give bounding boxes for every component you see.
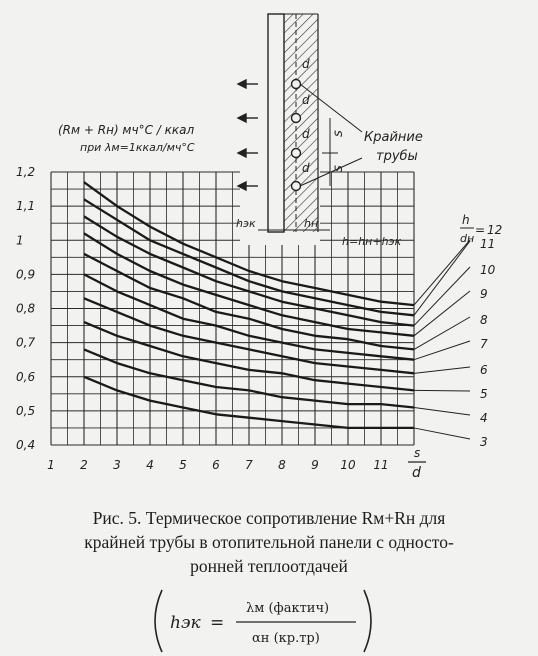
series-label: 12 — [487, 223, 502, 237]
pipe-label-d4: d — [302, 161, 310, 175]
x-tick-label: 6 — [212, 458, 220, 472]
formula-numerator: λм (фактич) — [246, 601, 329, 616]
formula-denominator: αн (кр.тр) — [252, 631, 320, 646]
y-tick-label: 0,5 — [16, 404, 35, 418]
x-tick-label: 1 — [47, 458, 55, 472]
formula-eq: = — [210, 613, 224, 633]
series-label: 3 — [480, 435, 488, 449]
series-label: 9 — [480, 287, 488, 301]
x-tick-label: 11 — [373, 458, 388, 472]
x-axis-label-d: d — [412, 465, 421, 481]
legend-dn: dн — [460, 232, 474, 245]
pipe-label-d3: d — [302, 127, 310, 141]
pipe-label-d2: d — [302, 93, 310, 107]
series-leader — [413, 340, 471, 361]
series-line — [83, 252, 415, 351]
pipes — [290, 78, 302, 192]
series-line — [83, 215, 415, 327]
x-tick-label: 10 — [340, 458, 356, 472]
series-leader — [413, 366, 471, 374]
series-leader — [413, 316, 471, 350]
x-axis-label-s: s — [414, 446, 420, 460]
callout-label-1: Крайние — [364, 130, 423, 145]
formula: hэк = λм (фактич) αн (кр.тр) — [154, 589, 372, 653]
series-line — [83, 321, 415, 392]
series-line — [83, 297, 415, 375]
formula-paren-right — [363, 589, 372, 653]
y-tick-label: 1 — [16, 233, 24, 247]
y-tick-label: 0,7 — [16, 336, 35, 350]
series-label: 6 — [480, 363, 488, 377]
series-line — [83, 181, 415, 307]
legend-h: h — [462, 213, 470, 227]
series-label: 8 — [480, 313, 488, 327]
series-leader — [413, 266, 471, 326]
chart-ticks: 1,2 1,1 1 0,9 0,8 0,7 0,6 0,5 0,4 1 2 3 4 5 6 7 8 9 10 11 — [16, 165, 389, 472]
h-eq-label: h=hн+hэк — [342, 235, 402, 248]
y-tick-label: 0,6 — [16, 370, 35, 384]
caption-line-3: ронней теплоотдачей — [190, 556, 348, 576]
callout-leader-1 — [299, 83, 363, 133]
series-label: 11 — [480, 237, 495, 251]
chart: d d d d s s Крайние трубы hэк hн h=hн+hэ… — [16, 13, 502, 481]
formula-paren-left — [154, 589, 163, 653]
y-axis-title-2: при λм=1ккал/мч°C — [80, 141, 195, 154]
x-tick-label: 8 — [278, 458, 286, 472]
series-line — [83, 375, 414, 430]
series-label: 7 — [480, 337, 488, 351]
series-leader — [413, 427, 471, 440]
x-tick-label: 2 — [80, 458, 88, 472]
callout-label-2: трубы — [376, 149, 418, 164]
h-ek-label: hэк — [236, 217, 256, 230]
series-label: 10 — [480, 263, 496, 277]
x-tick-label: 5 — [179, 458, 187, 472]
series-label: 4 — [480, 411, 488, 425]
chart-series — [83, 181, 471, 440]
wall-hatched — [284, 14, 318, 232]
y-tick-label: 1,2 — [16, 165, 35, 179]
series-leader — [413, 389, 471, 392]
pipe-label-d1: d — [302, 57, 310, 71]
y-tick-label: 0,9 — [16, 267, 35, 281]
series-leader — [413, 239, 471, 306]
h-n-label: hн — [304, 217, 318, 230]
series-line — [83, 348, 415, 409]
caption-line-2: крайней трубы в отопительной панели с од… — [84, 532, 454, 552]
x-tick-label: 3 — [113, 458, 121, 472]
x-tick-label: 4 — [146, 458, 154, 472]
y-tick-label: 0,4 — [16, 438, 35, 452]
legend-eq: = — [475, 223, 485, 237]
y-tick-label: 0,8 — [16, 302, 35, 316]
spacing-label-s1: s — [331, 130, 346, 137]
series-leader — [413, 240, 471, 316]
series-label: 5 — [480, 387, 488, 401]
y-axis-title-1: (Rм + Rн) мч°C / ккал — [58, 123, 194, 137]
series-leader — [413, 290, 471, 337]
series-line — [83, 273, 415, 361]
wall-inner — [267, 13, 285, 233]
series-line — [83, 198, 415, 317]
formula-lhs: hэк — [170, 613, 201, 633]
series-leader — [413, 406, 471, 416]
x-tick-label: 7 — [245, 458, 253, 472]
y-tick-label: 1,1 — [16, 199, 35, 213]
x-tick-label: 9 — [311, 458, 319, 472]
caption-line-1: Рис. 5. Термическое сопротивление Rм+Rн … — [92, 508, 446, 528]
heat-arrows — [236, 78, 258, 192]
series-line — [83, 232, 415, 337]
